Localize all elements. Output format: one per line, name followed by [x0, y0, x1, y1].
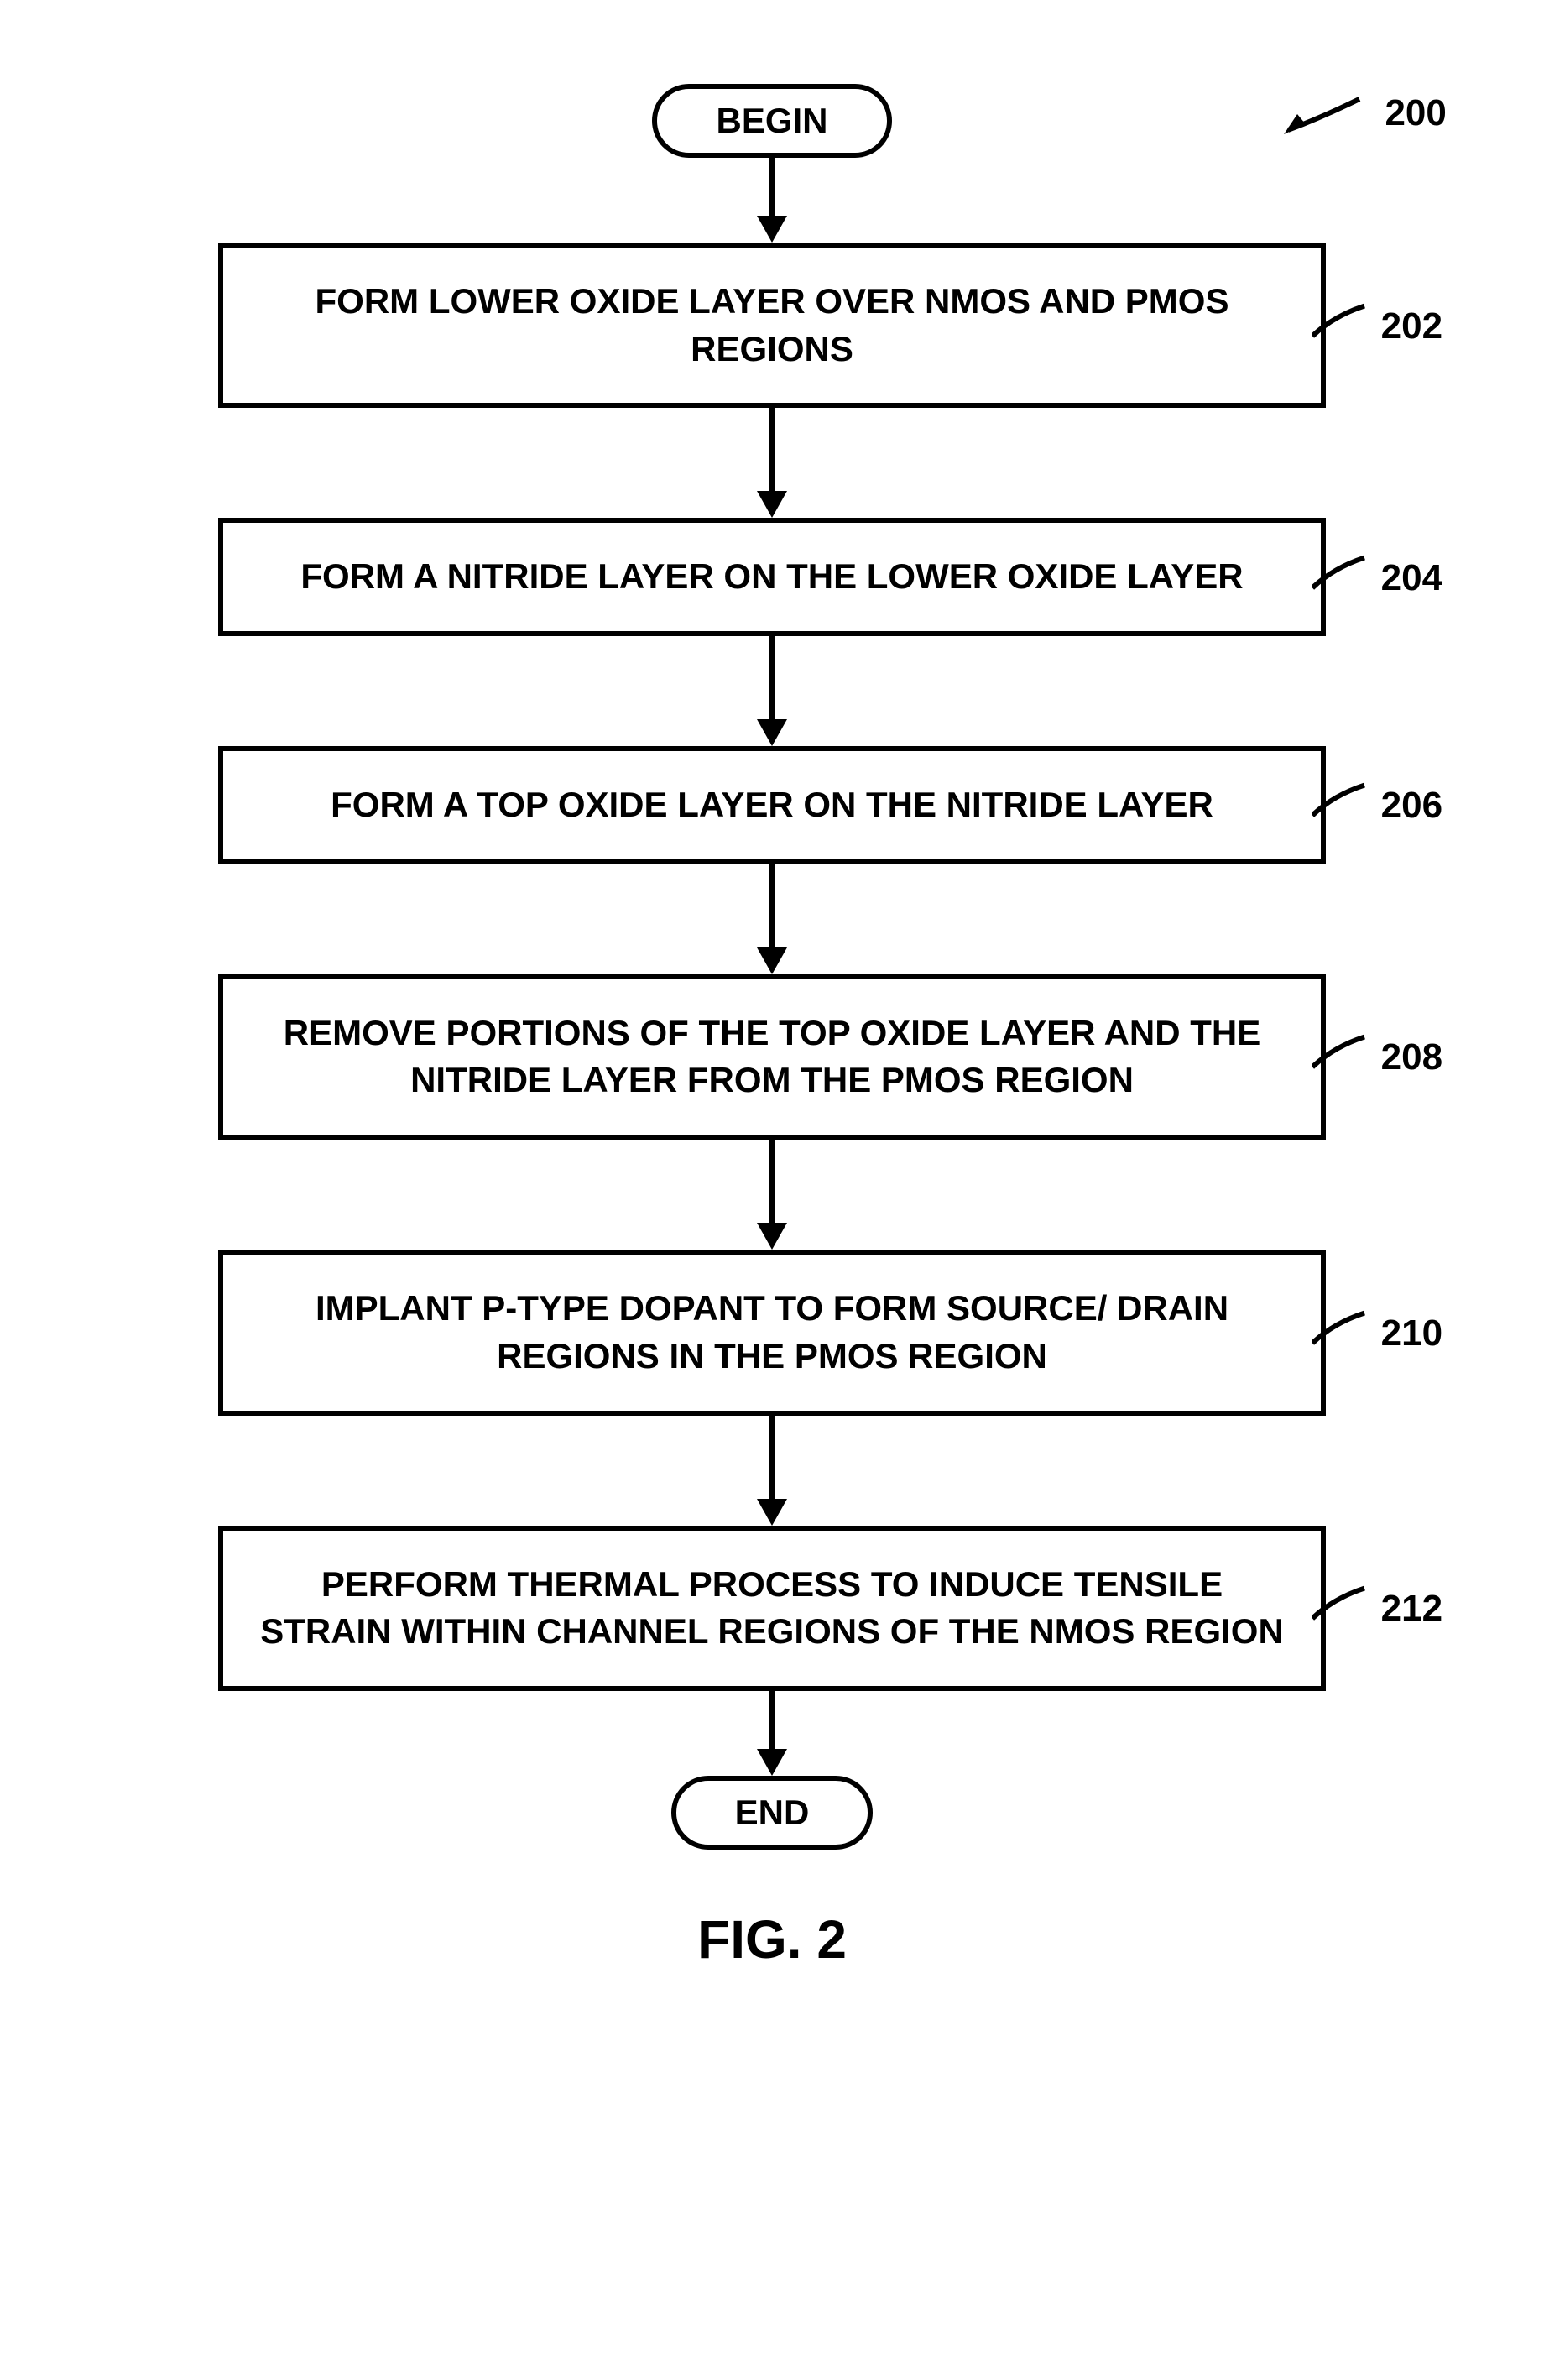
- arrow-line: [769, 1416, 775, 1500]
- step-text: PERFORM THERMAL PROCESS TO INDUCE TENSIL…: [260, 1564, 1284, 1652]
- arrow-head-icon: [757, 216, 787, 243]
- arrow: [757, 1416, 787, 1526]
- arrow: [757, 158, 787, 243]
- step-text: FORM A NITRIDE LAYER ON THE LOWER OXIDE …: [300, 556, 1243, 596]
- arrow-line: [769, 408, 775, 492]
- figure-top-ref-text: 200: [1385, 92, 1446, 133]
- step-box-208: REMOVE PORTIONS OF THE TOP OXIDE LAYER A…: [218, 974, 1326, 1140]
- step-ref-text: 210: [1381, 1313, 1442, 1354]
- step-ref-204: 204: [1312, 551, 1531, 603]
- arrow-line: [769, 158, 775, 217]
- terminator-end-label: END: [735, 1793, 810, 1832]
- arrow-line: [769, 636, 775, 720]
- arrow-head-icon: [757, 1749, 787, 1776]
- arrow-head-icon: [757, 1499, 787, 1526]
- step-ref-212: 212: [1312, 1583, 1531, 1634]
- ref-curve-icon: [1312, 300, 1371, 351]
- arrow-head-icon: [757, 491, 787, 518]
- step-text: REMOVE PORTIONS OF THE TOP OXIDE LAYER A…: [284, 1013, 1261, 1100]
- step-box-204: FORM A NITRIDE LAYER ON THE LOWER OXIDE …: [218, 518, 1326, 636]
- flowchart: BEGIN FORM LOWER OXIDE LAYER OVER NMOS A…: [185, 84, 1359, 1970]
- arrow: [757, 636, 787, 746]
- ref-curve-icon: [1312, 1307, 1371, 1358]
- ref-curve-icon: [1312, 552, 1371, 603]
- ref-curve-icon: [1312, 1032, 1371, 1083]
- arrow-line: [769, 864, 775, 948]
- terminator-begin-label: BEGIN: [716, 101, 827, 140]
- arrow: [757, 1140, 787, 1250]
- arrow-head-icon: [757, 947, 787, 974]
- step-ref-202: 202: [1312, 300, 1531, 351]
- step-ref-206: 206: [1312, 780, 1531, 831]
- terminator-end: END: [671, 1776, 874, 1850]
- ref-curve-icon: [1312, 1584, 1371, 1634]
- page: 200 BEGIN FORM LOWER OXIDE LAYER OVER NM…: [0, 0, 1544, 2380]
- terminator-begin: BEGIN: [652, 84, 891, 158]
- figure-caption: FIG. 2: [697, 1908, 847, 1970]
- arrow-head-icon: [757, 1223, 787, 1250]
- step-box-206: FORM A TOP OXIDE LAYER ON THE NITRIDE LA…: [218, 746, 1326, 864]
- step-text: FORM LOWER OXIDE LAYER OVER NMOS AND PMO…: [316, 281, 1229, 368]
- ref-curve-icon: [1312, 780, 1371, 831]
- arrow-line: [769, 1691, 775, 1750]
- step-box-202: FORM LOWER OXIDE LAYER OVER NMOS AND PMO…: [218, 243, 1326, 408]
- step-ref-208: 208: [1312, 1031, 1531, 1083]
- arrow: [757, 864, 787, 974]
- step-ref-text: 208: [1381, 1036, 1442, 1078]
- step-text: IMPLANT P-TYPE DOPANT TO FORM SOURCE/ DR…: [316, 1288, 1228, 1375]
- arrow-head-icon: [757, 719, 787, 746]
- step-ref-text: 212: [1381, 1588, 1442, 1629]
- step-ref-text: 204: [1381, 556, 1442, 598]
- arrow-line: [769, 1140, 775, 1224]
- step-box-212: PERFORM THERMAL PROCESS TO INDUCE TENSIL…: [218, 1526, 1326, 1691]
- arrow: [757, 1691, 787, 1776]
- arrow: [757, 408, 787, 518]
- step-ref-text: 206: [1381, 785, 1442, 826]
- step-ref-text: 202: [1381, 305, 1442, 346]
- step-ref-210: 210: [1312, 1307, 1531, 1358]
- step-text: FORM A TOP OXIDE LAYER ON THE NITRIDE LA…: [331, 785, 1213, 824]
- step-box-210: IMPLANT P-TYPE DOPANT TO FORM SOURCE/ DR…: [218, 1250, 1326, 1415]
